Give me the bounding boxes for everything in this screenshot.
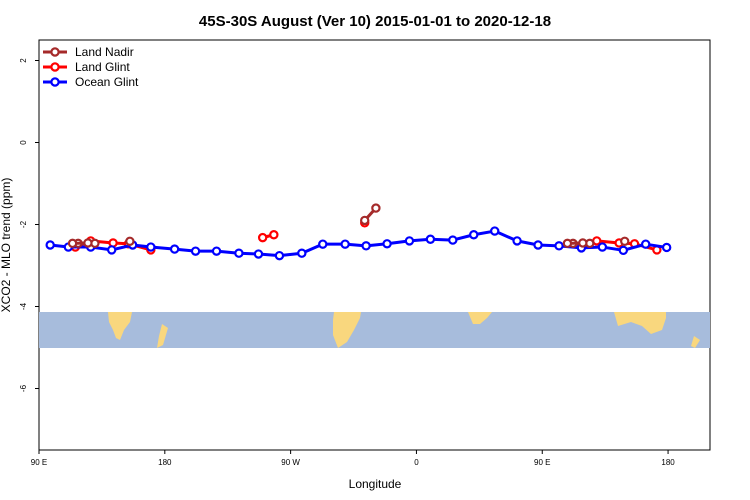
legend-marker [50,47,60,57]
data-point-ocean-glint [190,246,201,256]
data-point-ocean-glint [597,242,608,252]
y-axis-label: XCO2 - MLO trend (ppm) [0,178,13,313]
data-point-ocean-glint [425,234,436,244]
data-point-ocean-glint [253,249,264,259]
data-point-land-glint [269,230,279,240]
data-point-ocean-glint [361,241,371,251]
data-point-ocean-glint [533,240,543,250]
data-point-land-glint [257,232,268,243]
data-point-ocean-glint [448,235,458,245]
legend-item-land-nadir: Land Nadir [43,45,134,59]
data-point-ocean-glint [404,236,415,246]
landmass [157,324,168,348]
data-point-ocean-glint [382,239,392,249]
landmass [691,336,700,348]
data-point-ocean-glint [45,240,55,250]
series-clip [45,203,672,261]
data-point-ocean-glint [340,239,350,249]
series-land-nadir [67,203,630,249]
series-layer [45,203,672,261]
x-tick-label: 0 [414,458,419,467]
legend-marker [50,77,60,87]
landmass [468,312,492,324]
axes: 90 E 180 90 W 0 90 E 180 2 0 -2 -4 -6 [19,58,675,467]
x-tick-label: 90 W [281,458,300,467]
data-point-land-nadir [125,236,135,247]
legend-marker [50,62,60,72]
data-point-ocean-glint [554,241,564,251]
series-ocean-glint [45,226,672,261]
data-point-land-nadir [371,203,381,213]
data-point-land-nadir [67,238,78,249]
legend-label: Ocean Glint [75,75,139,89]
data-point-ocean-glint [211,246,222,256]
chart-title: 45S-30S August (Ver 10) 2015-01-01 to 20… [199,13,551,30]
legend-label: Land Nadir [75,45,134,59]
data-point-land-nadir [360,215,370,226]
x-tick-label: 180 [158,458,172,467]
x-axis-label: Longitude [349,477,402,491]
data-point-ocean-glint [640,239,651,249]
data-point-ocean-glint [106,245,117,255]
y-tick-label: 0 [19,140,28,145]
x-tick-label: 90 E [534,458,550,467]
legend-item-land-glint: Land Glint [43,60,130,74]
data-point-ocean-glint [146,242,156,252]
data-point-ocean-glint [234,248,244,258]
data-point-land-nadir [562,238,573,249]
y-tick-label: 2 [19,58,28,63]
data-point-land-nadir [578,238,588,248]
y-tick-label: -6 [19,384,28,392]
landmass [108,312,132,340]
map-strip [39,312,710,348]
legend-item-ocean-glint: Ocean Glint [43,75,139,89]
x-tick-label: 90 E [31,458,47,467]
data-point-ocean-glint [490,226,500,236]
landmass [333,312,361,348]
data-point-ocean-glint [318,239,328,249]
data-point-ocean-glint [274,250,285,261]
legend-label: Land Glint [75,60,130,74]
ocean-band [39,312,710,348]
data-point-ocean-glint [469,230,479,240]
data-point-ocean-glint [512,236,522,246]
y-tick-label: -4 [19,302,28,310]
plot-frame [38,39,711,451]
landmass [614,312,666,334]
data-point-ocean-glint [661,242,672,253]
data-point-ocean-glint [297,248,307,258]
data-point-land-nadir [620,236,630,247]
y-tick-label: -2 [19,220,28,228]
data-point-land-nadir [83,238,93,248]
x-tick-label: 180 [661,458,675,467]
data-point-ocean-glint [618,245,629,256]
data-point-ocean-glint [169,244,180,254]
